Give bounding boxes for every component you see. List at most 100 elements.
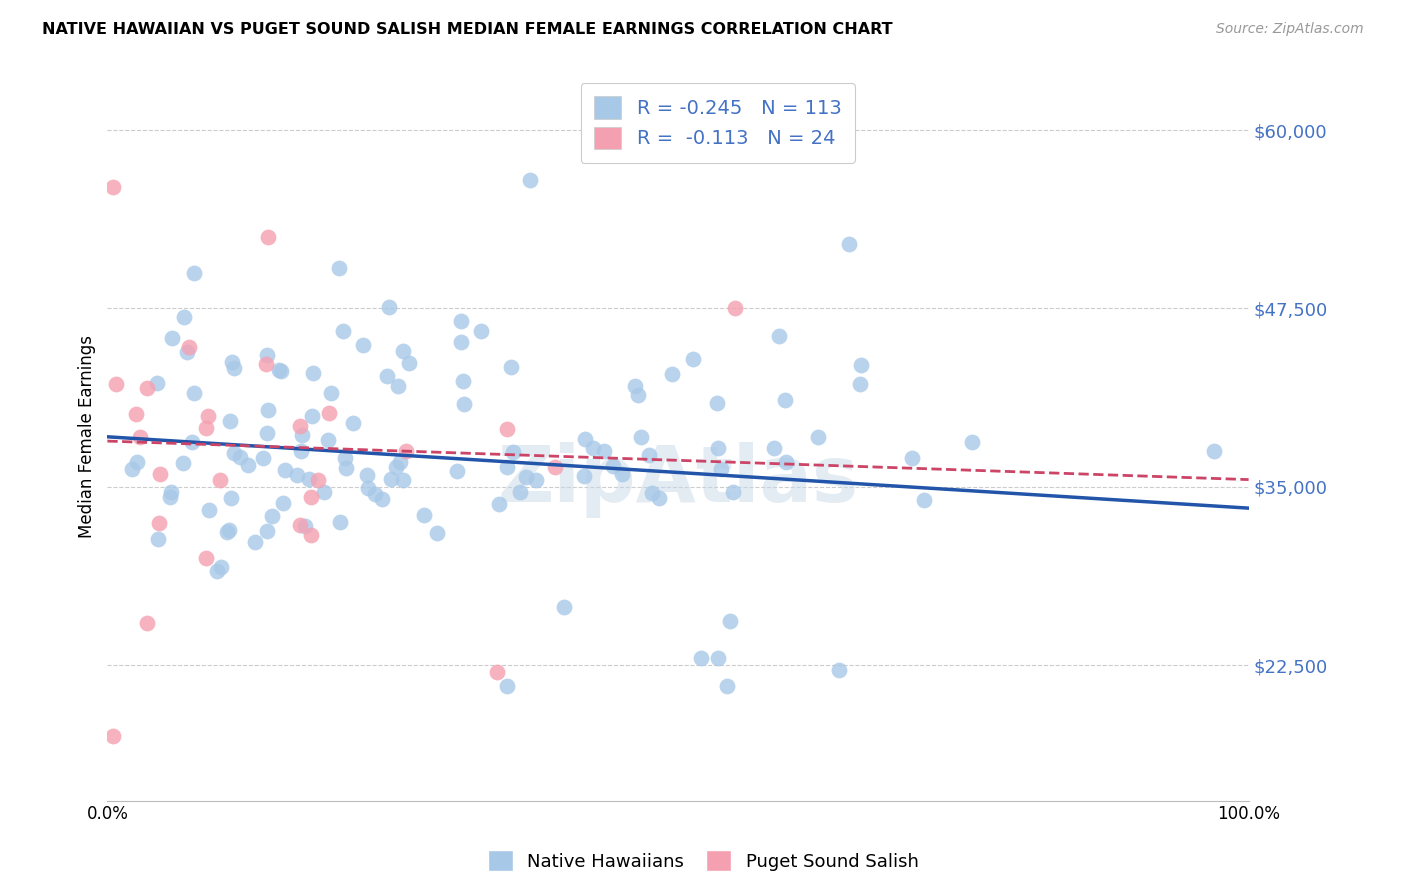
Point	[960, 435, 983, 450]
Point	[453, 397, 475, 411]
Point	[236, 458, 259, 472]
Point	[496, 422, 519, 436]
Point	[912, 492, 935, 507]
Point	[149, 467, 172, 481]
Point	[388, 454, 411, 468]
Point	[197, 409, 219, 423]
Point	[706, 396, 728, 410]
Point	[219, 491, 242, 506]
Point	[183, 266, 205, 280]
Point	[290, 518, 312, 533]
Point	[553, 599, 575, 614]
Point	[661, 368, 683, 382]
Point	[177, 340, 200, 354]
Point	[763, 441, 786, 455]
Point	[630, 430, 652, 444]
Point	[222, 360, 245, 375]
Point	[256, 348, 278, 362]
Point	[524, 473, 547, 487]
Point	[682, 352, 704, 367]
Point	[544, 460, 567, 475]
Point	[329, 516, 352, 530]
Point	[901, 450, 924, 465]
Point	[257, 229, 280, 244]
Point	[121, 461, 143, 475]
Point	[502, 445, 524, 459]
Point	[335, 451, 357, 466]
Point	[318, 406, 340, 420]
Point	[851, 358, 873, 372]
Point	[274, 463, 297, 477]
Point	[243, 535, 266, 549]
Point	[807, 430, 830, 444]
Text: ZipAtlas: ZipAtlas	[498, 442, 859, 518]
Point	[218, 523, 240, 537]
Point	[288, 418, 311, 433]
Point	[707, 651, 730, 665]
Point	[395, 444, 418, 458]
Point	[129, 430, 152, 444]
Point	[641, 486, 664, 500]
Point	[689, 651, 711, 665]
Point	[291, 427, 314, 442]
Point	[229, 450, 252, 464]
Point	[385, 459, 408, 474]
Point	[375, 368, 398, 383]
Point	[387, 379, 409, 393]
Point	[215, 524, 238, 539]
Point	[488, 497, 510, 511]
Point	[328, 261, 350, 276]
Point	[380, 472, 402, 486]
Point	[172, 456, 194, 470]
Point	[707, 441, 730, 455]
Point	[104, 377, 127, 392]
Point	[612, 467, 634, 481]
Point	[574, 468, 596, 483]
Point	[602, 459, 624, 474]
Point	[470, 324, 492, 338]
Point	[299, 527, 322, 541]
Point	[773, 392, 796, 407]
Point	[159, 490, 181, 504]
Point	[356, 468, 378, 483]
Point	[222, 446, 245, 460]
Legend: R = -0.245   N = 113, R =  -0.113   N = 24: R = -0.245 N = 113, R = -0.113 N = 24	[581, 83, 855, 162]
Point	[301, 409, 323, 423]
Point	[125, 455, 148, 469]
Point	[173, 310, 195, 325]
Point	[451, 374, 474, 388]
Point	[332, 324, 354, 338]
Point	[298, 472, 321, 486]
Point	[574, 432, 596, 446]
Point	[299, 490, 322, 504]
Point	[135, 615, 157, 630]
Point	[356, 481, 378, 495]
Point	[519, 173, 541, 187]
Point	[849, 376, 872, 391]
Point	[148, 532, 170, 546]
Point	[256, 403, 278, 417]
Y-axis label: Median Female Earnings: Median Female Earnings	[79, 335, 96, 538]
Point	[450, 334, 472, 349]
Point	[314, 485, 336, 500]
Point	[716, 679, 738, 693]
Point	[302, 366, 325, 380]
Point	[775, 455, 797, 469]
Point	[392, 343, 415, 358]
Point	[124, 407, 146, 421]
Point	[446, 464, 468, 478]
Point	[209, 559, 232, 574]
Point	[148, 516, 170, 530]
Point	[271, 496, 294, 510]
Point	[450, 314, 472, 328]
Point	[256, 425, 278, 440]
Point	[647, 491, 669, 505]
Point	[285, 468, 308, 483]
Point	[101, 730, 124, 744]
Point	[160, 331, 183, 345]
Point	[364, 487, 387, 501]
Point	[335, 461, 357, 475]
Point	[135, 381, 157, 395]
Point	[718, 614, 741, 628]
Point	[267, 363, 290, 377]
